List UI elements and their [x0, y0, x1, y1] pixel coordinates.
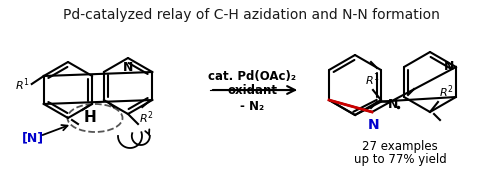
Text: N: N [444, 61, 454, 73]
Text: N: N [368, 118, 380, 132]
Text: Pd-catalyzed relay of C-H azidation and N-N formation: Pd-catalyzed relay of C-H azidation and … [62, 8, 440, 22]
Text: N: N [123, 61, 133, 74]
Text: $R^2$: $R^2$ [439, 83, 454, 100]
Text: H: H [83, 111, 97, 125]
Text: [N]: [N] [22, 132, 44, 144]
Text: $R^2$: $R^2$ [139, 109, 153, 126]
Text: N: N [388, 98, 398, 112]
Text: oxidant: oxidant [227, 84, 278, 97]
Text: $R^1$: $R^1$ [365, 71, 379, 88]
Text: - N₂: - N₂ [240, 100, 265, 113]
Text: up to 77% yield: up to 77% yield [354, 153, 446, 166]
Text: $R^1$: $R^1$ [15, 77, 30, 93]
Text: cat. Pd(OAc)₂: cat. Pd(OAc)₂ [209, 70, 296, 83]
Text: 27 examples: 27 examples [362, 140, 438, 153]
